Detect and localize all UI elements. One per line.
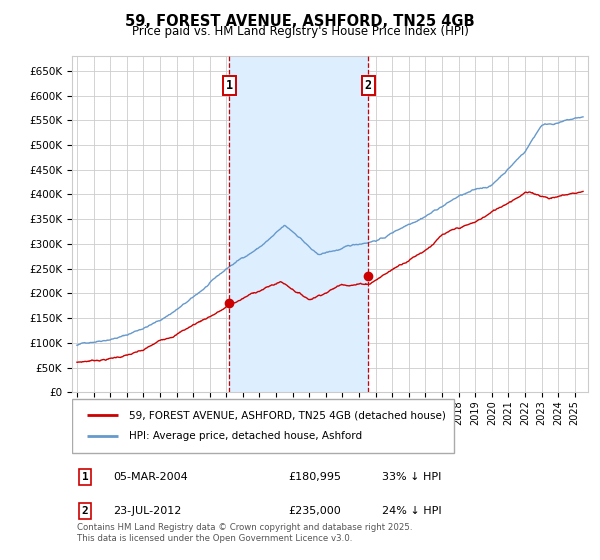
Text: 59, FOREST AVENUE, ASHFORD, TN25 4GB: 59, FOREST AVENUE, ASHFORD, TN25 4GB [125, 14, 475, 29]
Text: Price paid vs. HM Land Registry's House Price Index (HPI): Price paid vs. HM Land Registry's House … [131, 25, 469, 38]
Bar [229, 56, 368, 393]
Text: £235,000: £235,000 [289, 506, 341, 516]
Text: 1: 1 [82, 472, 88, 482]
Text: HPI: Average price, detached house, Ashford: HPI: Average price, detached house, Ashf… [129, 431, 362, 441]
Text: 24% ↓ HPI: 24% ↓ HPI [382, 506, 441, 516]
FancyBboxPatch shape [72, 399, 454, 454]
Text: 2: 2 [365, 79, 372, 92]
Text: 59, FOREST AVENUE, ASHFORD, TN25 4GB (detached house): 59, FOREST AVENUE, ASHFORD, TN25 4GB (de… [129, 410, 446, 420]
Text: Contains HM Land Registry data © Crown copyright and database right 2025.
This d: Contains HM Land Registry data © Crown c… [77, 523, 413, 543]
Text: 05-MAR-2004: 05-MAR-2004 [113, 472, 188, 482]
Text: 33% ↓ HPI: 33% ↓ HPI [382, 472, 441, 482]
Text: £180,995: £180,995 [289, 472, 342, 482]
Text: 1: 1 [226, 79, 233, 92]
Text: 2: 2 [82, 506, 88, 516]
Text: 23-JUL-2012: 23-JUL-2012 [113, 506, 182, 516]
